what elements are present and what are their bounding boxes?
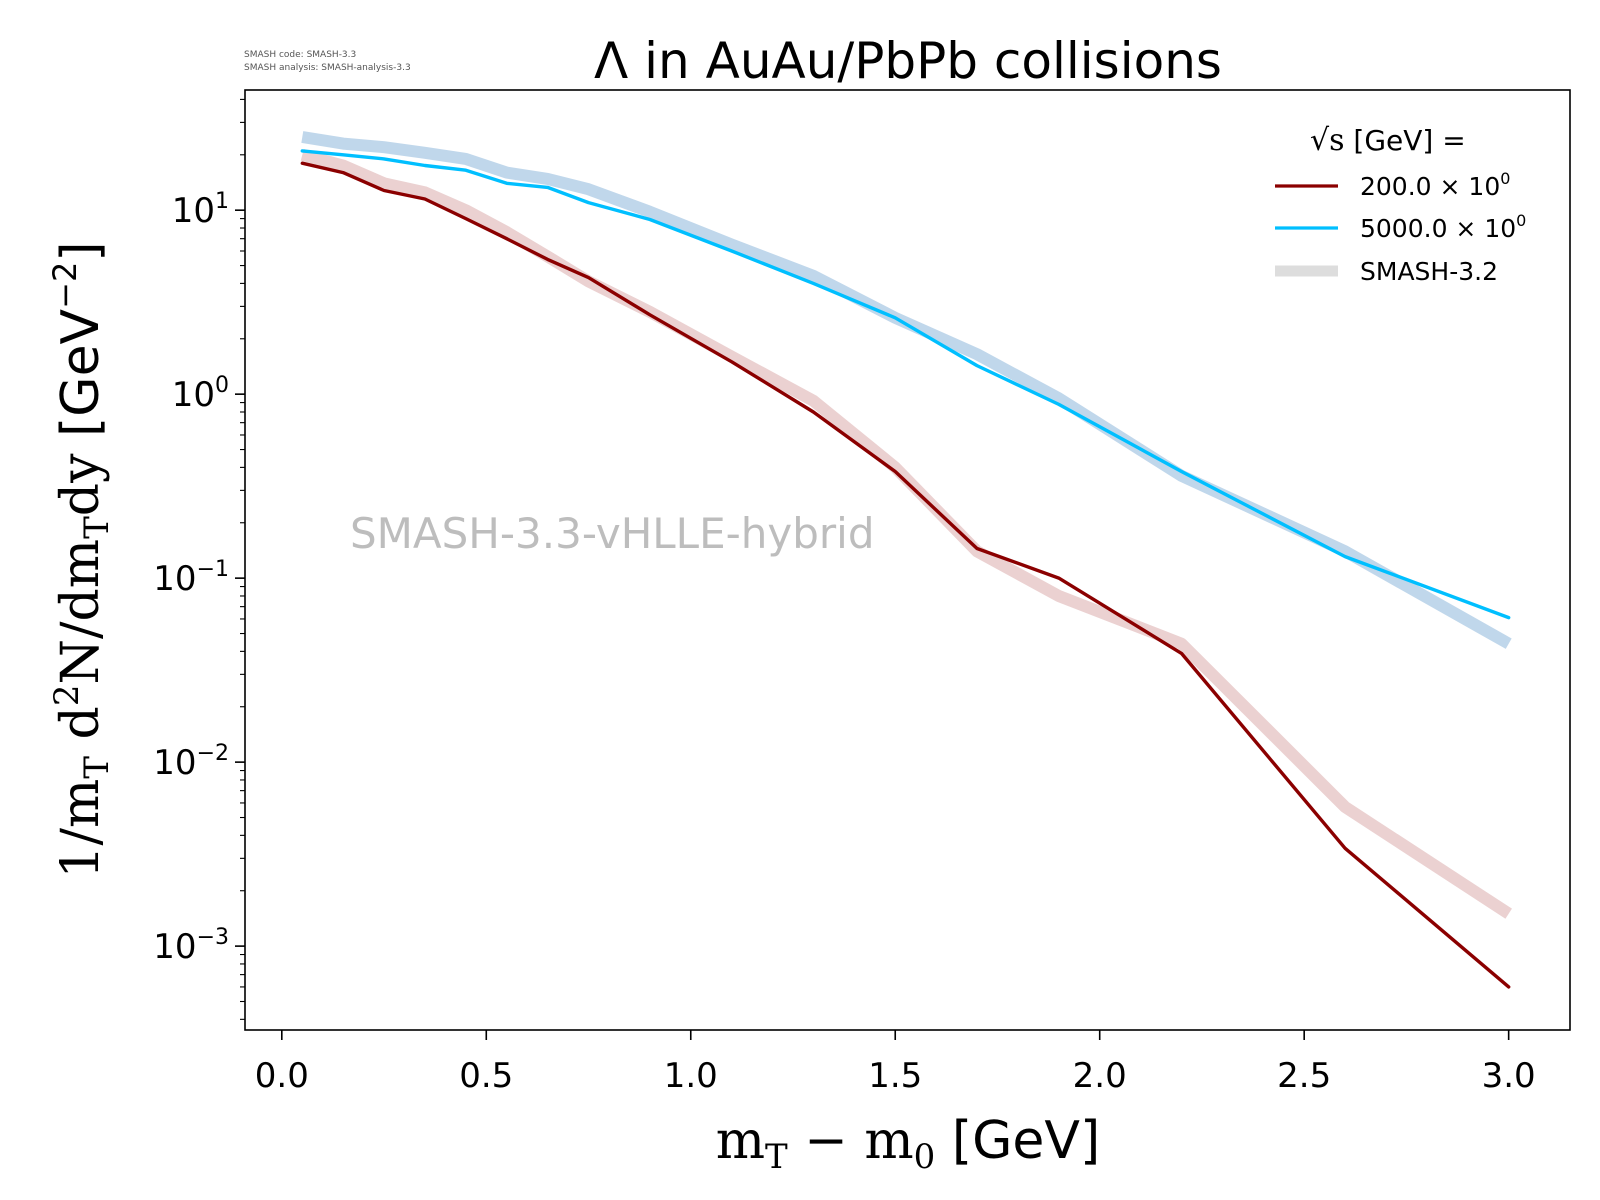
legend-sqrt-s: √s — [1310, 123, 1345, 158]
y-minor-ticks — [240, 98, 245, 1020]
y-label-u2: ] — [51, 241, 111, 261]
plot-frame — [244, 89, 1571, 1031]
x-tick-label: 1.0 — [664, 1056, 718, 1096]
legend-title: √s [GeV] = — [1310, 123, 1466, 158]
x-axis: 0.0 0.5 1.0 1.5 2.0 2.5 3.0 — [255, 1030, 1536, 1096]
meta-line-analysis: SMASH analysis: SMASH-analysis-3.3 — [244, 63, 411, 73]
x-tick-label: 2.5 — [1277, 1056, 1331, 1096]
y-label-usup: −2 — [46, 262, 84, 309]
y-tick-label: 10−1 — [153, 557, 229, 599]
chart-title: Λ in AuAu/PbPb collisions — [594, 32, 1222, 90]
y-label-p2: d — [51, 706, 111, 756]
series-lines — [300, 131, 1512, 989]
x-tick-label: 2.0 — [1073, 1056, 1127, 1096]
x-tick-label: 0.5 — [459, 1056, 513, 1096]
series-line — [300, 161, 1511, 989]
meta-line-code: SMASH code: SMASH-3.3 — [244, 50, 356, 60]
y-label-s1: T — [77, 756, 117, 779]
x-label-mid: − m — [788, 1111, 914, 1171]
y-tick-label: 101 — [172, 189, 229, 231]
legend: √s [GeV] = 200.0 × 100 5000.0 × 100 SMAS… — [1275, 123, 1526, 286]
x-tick-label: 1.5 — [868, 1056, 922, 1096]
y-axis-label: 1/mT d2N/dmTdy [GeV−2] — [46, 241, 117, 878]
y-label-s2: T — [77, 516, 117, 539]
legend-label-smash32: SMASH-3.2 — [1360, 257, 1498, 286]
y-tick-label: 10−2 — [153, 741, 229, 783]
series-line — [300, 149, 1511, 620]
y-label-p4: dy — [51, 453, 111, 516]
x-label-sub2: 0 — [914, 1137, 936, 1177]
x-tick-label: 0.0 — [255, 1056, 309, 1096]
y-label-sup: 2 — [47, 685, 87, 707]
x-label-m: m — [716, 1111, 765, 1171]
x-label-sub1: T — [765, 1137, 788, 1177]
x-tick-label: 3.0 — [1482, 1056, 1536, 1096]
watermark: SMASH-3.3-vHLLE-hybrid — [350, 509, 875, 558]
legend-title-rest: [GeV] = — [1345, 124, 1466, 157]
legend-label-5000: 5000.0 × 100 — [1360, 211, 1526, 243]
y-label-p3: N/dm — [51, 539, 111, 685]
x-axis-label: mT − m0 [GeV] — [716, 1111, 1101, 1177]
y-tick-label: 100 — [172, 373, 229, 415]
y-label-u1: [GeV — [51, 308, 111, 453]
series-line-smash32-band — [300, 148, 1512, 919]
meta-info: SMASH code: SMASH-3.3 SMASH analysis: SM… — [244, 50, 411, 73]
series-line-smash32-band — [301, 131, 1512, 649]
y-tick-label: 10−3 — [153, 925, 229, 967]
x-label-unit: [GeV] — [935, 1111, 1100, 1171]
y-label-p1: 1/m — [51, 779, 111, 879]
legend-label-200: 200.0 × 100 — [1360, 169, 1510, 201]
y-axis: 101 100 10−1 10−2 10−3 — [153, 189, 245, 967]
